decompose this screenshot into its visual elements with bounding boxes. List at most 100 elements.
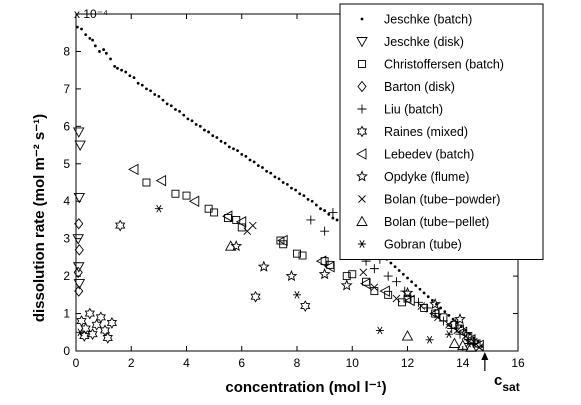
data-point <box>248 221 257 230</box>
data-point <box>447 324 457 334</box>
data-point <box>155 174 167 187</box>
data-point <box>429 307 440 320</box>
data-point <box>300 300 311 312</box>
data-point <box>465 341 477 352</box>
data-point <box>87 328 98 341</box>
data-point <box>219 139 223 143</box>
data-point <box>359 268 368 277</box>
series-10 <box>76 204 473 348</box>
data-point <box>434 313 442 322</box>
data-point <box>252 160 256 164</box>
data-point <box>224 240 237 251</box>
data-point <box>269 171 273 175</box>
data-point <box>383 271 393 281</box>
data-point <box>194 123 198 126</box>
data-point <box>401 286 414 298</box>
data-point <box>375 326 384 335</box>
y-tick-label: 1 <box>63 307 70 321</box>
legend-marker <box>356 215 368 226</box>
data-point <box>102 48 106 51</box>
data-point <box>198 124 202 128</box>
y-tick-label: 2 <box>63 269 70 283</box>
data-point <box>454 312 466 325</box>
x-tick-label: 4 <box>183 356 190 370</box>
data-point <box>223 214 232 223</box>
data-point <box>335 218 339 222</box>
data-point <box>293 290 301 299</box>
legend-marker <box>356 37 368 48</box>
data-point <box>73 266 83 279</box>
data-point <box>430 299 434 302</box>
data-point <box>149 89 152 93</box>
data-point <box>182 191 191 200</box>
data-point <box>418 287 422 291</box>
x-tick-label: 14 <box>456 356 470 370</box>
data-point <box>340 279 353 291</box>
data-point <box>293 249 301 258</box>
data-point <box>178 109 181 113</box>
legend-entry-label: Bolan (tube−powder) <box>384 193 500 207</box>
data-point <box>109 57 112 61</box>
legend-marker <box>357 80 367 93</box>
x-tick-label: 16 <box>511 356 525 370</box>
x-tick-label: 2 <box>128 356 135 370</box>
data-point <box>104 51 108 55</box>
data-point <box>106 317 118 329</box>
data-point <box>80 27 83 31</box>
data-point <box>74 285 84 297</box>
data-point <box>128 163 139 176</box>
data-point <box>273 175 277 179</box>
legend-entry-label: Raines (mixed) <box>384 125 468 139</box>
data-point <box>248 158 252 162</box>
legend-marker <box>357 104 367 114</box>
data-point <box>448 337 461 348</box>
legend-marker <box>356 148 367 160</box>
data-point <box>116 66 119 70</box>
data-point <box>186 117 190 121</box>
data-point <box>215 136 219 139</box>
data-point <box>257 260 270 272</box>
legend-box <box>339 3 544 260</box>
y-tick-label: 8 <box>63 44 70 58</box>
data-point <box>235 216 247 228</box>
data-point <box>207 130 211 134</box>
data-point <box>113 65 117 68</box>
data-point <box>315 255 327 267</box>
data-point <box>265 169 269 173</box>
data-point <box>211 134 215 138</box>
data-point <box>227 145 231 149</box>
data-point <box>314 203 318 207</box>
data-point <box>142 178 151 187</box>
data-point <box>72 127 85 138</box>
y-tick-label: 4 <box>63 194 70 208</box>
data-point <box>476 340 480 344</box>
data-point <box>306 197 310 201</box>
data-point <box>222 210 233 222</box>
csat-label: csat <box>494 372 520 394</box>
data-point <box>444 330 453 338</box>
data-point <box>422 303 432 313</box>
data-point <box>73 279 86 290</box>
series-5 <box>76 219 311 344</box>
data-point <box>456 326 468 339</box>
data-point <box>285 269 298 282</box>
y-tick-label: 0 <box>63 344 70 358</box>
data-point <box>279 240 288 249</box>
series-6 <box>128 163 484 352</box>
data-point <box>182 113 186 117</box>
data-point <box>369 264 379 274</box>
data-point <box>161 98 165 102</box>
data-point <box>360 277 371 290</box>
series-8 <box>243 221 484 352</box>
data-point <box>281 181 285 184</box>
legend-marker <box>358 60 366 68</box>
data-point <box>468 332 472 336</box>
data-point <box>328 207 338 217</box>
series-1 <box>72 127 86 290</box>
data-point <box>72 262 85 273</box>
data-point <box>348 270 357 279</box>
data-point <box>171 189 180 198</box>
